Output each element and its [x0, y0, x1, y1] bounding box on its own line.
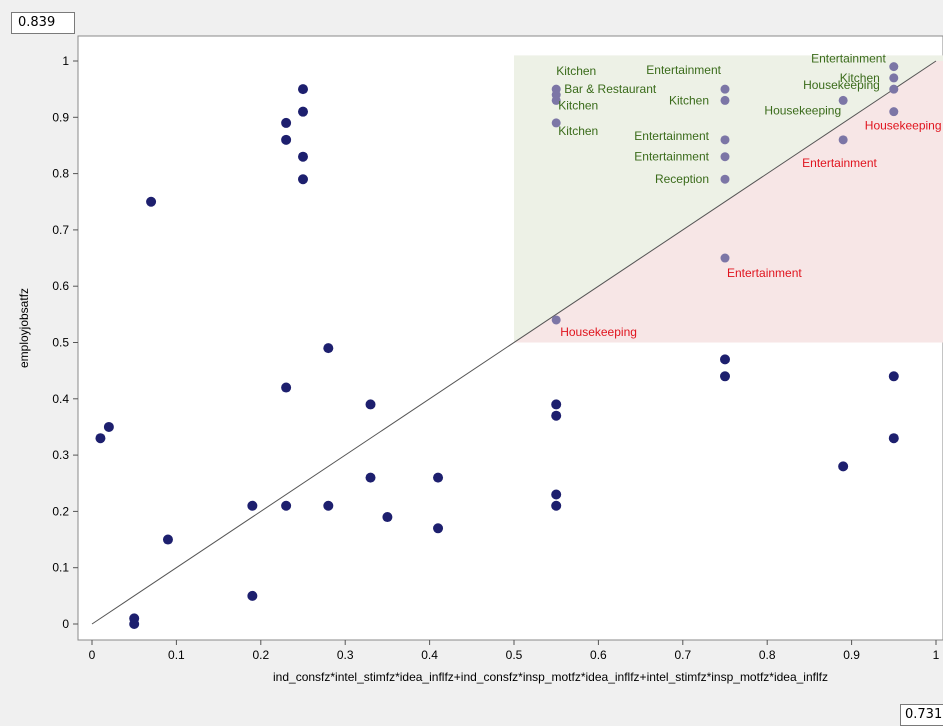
- highlighted-data-point: [838, 95, 848, 105]
- x-tick-label: 0.8: [759, 648, 776, 662]
- data-point: [298, 151, 308, 162]
- y-tick-label: 0.8: [52, 167, 69, 181]
- point-label: Kitchen: [558, 98, 598, 112]
- point-label: Reception: [655, 172, 709, 186]
- data-point: [551, 410, 562, 421]
- highlighted-data-point: [551, 118, 561, 128]
- y-value-readout: 0.839: [11, 12, 75, 34]
- point-label: Housekeeping: [560, 325, 637, 339]
- data-point: [551, 489, 562, 500]
- inconsistent-region: [514, 61, 943, 343]
- y-tick-label: 0.4: [52, 392, 69, 406]
- point-label: Housekeeping: [803, 78, 880, 92]
- data-point: [103, 421, 114, 432]
- data-point: [551, 500, 562, 511]
- point-label: Housekeeping: [764, 103, 841, 117]
- data-point: [323, 500, 334, 511]
- y-tick-label: 0.9: [52, 110, 69, 124]
- y-tick-label: 0.3: [52, 448, 69, 462]
- point-label: Entertainment: [646, 63, 721, 77]
- diagonal-line: [91, 60, 937, 625]
- point-label: Kitchen: [558, 124, 598, 138]
- data-point: [129, 619, 140, 629]
- x-tick-label: 0.9: [843, 648, 860, 662]
- x-tick-label: 0.2: [252, 648, 269, 662]
- data-point: [365, 399, 376, 410]
- x-tick-label: 0.1: [168, 648, 185, 662]
- data-point: [247, 590, 258, 601]
- x-tick-label: 0.3: [337, 648, 354, 662]
- highlighted-data-point: [551, 315, 561, 325]
- highlighted-data-point: [838, 135, 848, 145]
- highlighted-data-point: [720, 135, 730, 145]
- point-label: Kitchen: [669, 93, 709, 107]
- highlighted-data-point: [889, 84, 899, 94]
- highlighted-data-point: [720, 253, 730, 263]
- point-label: Kitchen: [840, 71, 880, 85]
- x-tick-label: 0.6: [590, 648, 607, 662]
- y-tick-label: 0.2: [52, 504, 69, 518]
- x-tick-label: 1: [933, 648, 940, 662]
- y-tick-label: 0.7: [52, 223, 69, 237]
- data-point: [281, 117, 292, 128]
- data-point: [281, 134, 292, 145]
- data-point: [281, 500, 292, 511]
- data-point: [888, 433, 899, 444]
- data-point: [95, 433, 106, 444]
- data-point: [298, 84, 308, 95]
- point-label: Entertainment: [634, 150, 709, 164]
- data-point: [146, 196, 157, 207]
- data-point: [298, 106, 308, 117]
- point-label: Entertainment: [802, 156, 877, 170]
- y-tick-label: 1: [62, 54, 69, 68]
- data-point: [551, 399, 562, 410]
- x-tick-label: 0: [89, 648, 96, 662]
- x-axis-title: ind_consfz*intel_stimfz*idea_inflfz+ind_…: [273, 670, 828, 684]
- x-tick-label: 0.7: [674, 648, 691, 662]
- highlighted-data-point: [889, 107, 899, 117]
- highlighted-data-point: [720, 152, 730, 162]
- data-point: [323, 343, 334, 354]
- point-label: Entertainment: [634, 129, 709, 143]
- highlighted-data-point: [720, 95, 730, 105]
- data-point: [162, 534, 173, 545]
- y-axis-title: employjobsatfz: [17, 288, 31, 368]
- highlighted-data-point: [889, 62, 899, 72]
- data-point: [838, 461, 849, 472]
- highlighted-data-point: [889, 73, 899, 83]
- highlighted-data-point: [720, 84, 730, 94]
- data-point: [365, 472, 376, 483]
- data-point: [298, 174, 308, 185]
- y-tick-label: 0: [62, 617, 69, 631]
- data-point: [433, 523, 444, 534]
- highlighted-data-point: [720, 174, 730, 184]
- data-point: [720, 354, 730, 365]
- point-label: Bar & Restaurant: [564, 82, 657, 96]
- data-point: [433, 472, 444, 483]
- data-point: [382, 512, 393, 523]
- x-tick-label: 0.4: [421, 648, 438, 662]
- y-tick-label: 0.1: [52, 561, 69, 575]
- data-point: [888, 371, 899, 382]
- y-tick-label: 0.5: [52, 336, 69, 350]
- point-label: Kitchen: [556, 64, 596, 78]
- y-tick-label: 0.6: [52, 279, 69, 293]
- x-value-readout: 0.731: [900, 704, 943, 726]
- point-label: Entertainment: [727, 266, 802, 280]
- x-tick-label: 0.5: [506, 648, 523, 662]
- data-point: [281, 382, 292, 393]
- highlighted-data-point: [551, 95, 561, 105]
- data-point: [247, 500, 258, 511]
- point-label: Housekeeping: [865, 119, 942, 133]
- point-label: Entertainment: [811, 52, 886, 66]
- data-point: [720, 371, 730, 382]
